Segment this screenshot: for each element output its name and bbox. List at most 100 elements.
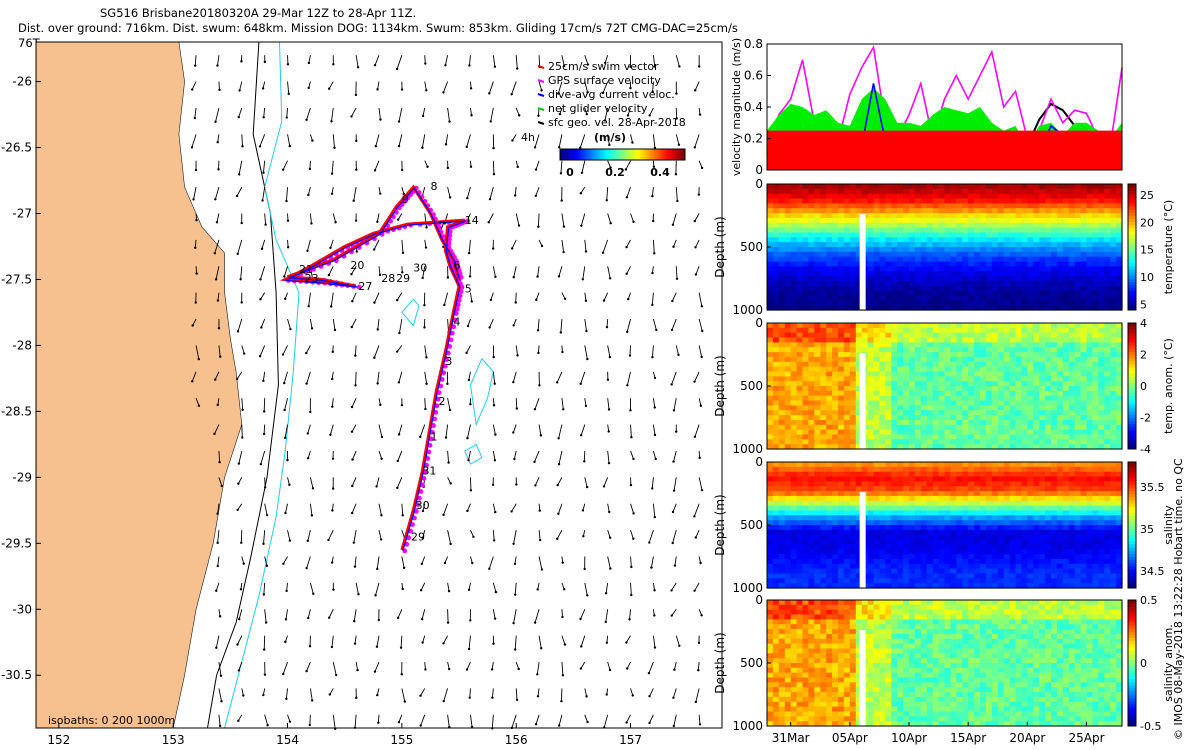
section-cell [1021,290,1028,296]
current-vector-head [609,221,612,225]
section-cell [920,237,928,243]
current-vector-head [605,325,609,329]
section-cell [956,361,963,368]
current-vector [218,450,221,463]
section-cell [784,251,792,258]
section-cell [1068,337,1076,343]
section-cell [974,227,981,233]
section-cell [1009,439,1017,445]
section-cell [767,539,774,545]
section-cell [1015,323,1022,329]
section-cell [820,429,827,435]
section-cell [1021,232,1028,238]
section-cell [1074,429,1082,435]
section-cell [843,217,851,224]
current-vector [287,318,291,330]
section-cell [796,352,804,358]
section-cell [1074,242,1082,248]
legend-swatch [537,93,545,97]
current-vector-head [419,694,422,697]
section-cell [974,415,981,421]
section-cell [926,327,934,334]
section-cell [944,415,951,421]
current-vector [443,688,449,702]
section-cell [1104,208,1111,214]
section-cell [1110,390,1117,397]
current-vector [192,318,197,326]
section-cell [1056,429,1064,435]
current-vector [630,503,635,514]
section-cell [1021,213,1028,219]
current-vector-head [397,120,401,123]
section-cell [1092,429,1099,435]
section-cell [790,208,798,214]
section-cell [879,390,886,397]
section-cell [1027,237,1034,243]
section-cell [1021,247,1028,253]
section-cell [808,222,815,229]
section-cell [778,184,786,190]
section-cell [920,295,928,301]
section-cell [997,256,1005,263]
section-cell [1092,290,1099,296]
section-cell [980,280,987,287]
section-cell [1003,327,1011,334]
section-cell [968,217,975,224]
section-cell [802,300,809,306]
colorbar-cell [1128,392,1136,396]
section-cell [820,327,827,334]
section-cell [897,410,904,416]
current-vector [515,398,518,409]
section-cell [838,184,845,190]
section-cell [849,332,857,339]
current-vector-head [585,695,588,698]
current-vector [195,345,200,360]
section-cell [802,471,809,478]
section-cell [980,424,987,431]
section-cell [1056,323,1064,329]
section-cell [784,525,792,531]
section-cell [897,242,904,248]
section-cell [926,356,934,363]
section-cell [1116,390,1123,397]
section-cell [938,290,946,296]
section-cell [1009,295,1017,301]
current-vector [650,556,654,568]
section-cell [1074,327,1082,334]
section-cell [1080,222,1088,229]
section-cell [932,305,940,311]
current-vector-head [582,535,585,538]
section-ytick-label: 500 [740,379,763,393]
section-cell [1056,208,1064,214]
section-cell [1033,366,1040,372]
section-cell [778,237,786,243]
section-cell [903,280,910,287]
section-cell [944,352,951,358]
section-cell [849,300,857,306]
section-cell [802,242,809,248]
section-cell [1104,439,1111,445]
current-vector-head [424,668,427,671]
current-vector-head [443,303,446,307]
section-cell [784,300,792,306]
current-vector [376,556,380,569]
section-cell [1074,419,1082,426]
current-vector [285,609,288,620]
section-cell [1086,352,1093,358]
section-cell [1033,386,1040,392]
current-vector-head [562,225,566,228]
section-cell [1056,342,1064,348]
section-cell [968,271,975,277]
section-cell [1015,237,1022,243]
section-cell [778,256,786,263]
section-cell [956,327,963,334]
section-cell [997,327,1005,334]
section-cell [790,285,798,292]
section-cell [885,439,892,445]
section-cell [778,208,786,214]
current-vector-head [678,644,681,647]
map-xtick-label: 156 [505,733,528,747]
section-cell [926,256,934,263]
section-cell [778,376,786,382]
current-vector-head [354,93,358,97]
